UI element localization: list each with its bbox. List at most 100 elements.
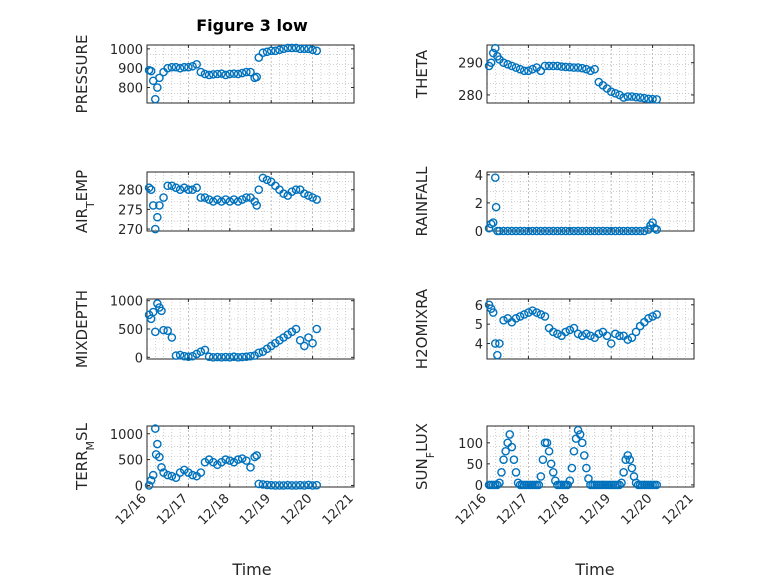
data-point [621, 455, 630, 464]
x-tick-label: 12/17 [154, 491, 191, 528]
data-point [225, 69, 235, 79]
y-tick-label: 500 [118, 323, 143, 338]
data-point [217, 197, 226, 206]
data-point [606, 226, 616, 236]
y-tick-label: 500 [118, 454, 143, 469]
data-point [217, 353, 226, 362]
y-tick-label: 1000 [110, 43, 143, 58]
data-point [233, 353, 243, 362]
data-point [171, 351, 181, 360]
subplot-6: 4 5 6 H2OMIXRA [413, 288, 695, 369]
data-point [540, 312, 550, 321]
data-point [652, 310, 662, 319]
x-tick-label: 12/18 [196, 491, 233, 528]
data-point [495, 226, 504, 236]
data-point [577, 438, 587, 448]
data-point [575, 430, 585, 439]
data-point [577, 331, 587, 341]
data-point [534, 480, 544, 490]
data-point [493, 480, 502, 490]
data-point [304, 191, 313, 200]
x-tick-label: 12/20 [278, 491, 315, 528]
data-point [291, 481, 301, 490]
data-point [627, 463, 637, 473]
data-point [171, 62, 181, 72]
data-point [565, 325, 575, 335]
data-point [627, 226, 637, 236]
data-point [586, 226, 595, 236]
y-tick-label: 5 [475, 318, 483, 333]
data-point [648, 94, 657, 104]
data-point [561, 62, 570, 72]
data-point [563, 480, 573, 490]
data-point [300, 189, 309, 198]
subplot-3: 270 275 280 AIRTEMP [73, 170, 355, 238]
data-point [631, 92, 641, 102]
data-point [163, 181, 172, 191]
data-point [258, 480, 268, 489]
data-point [553, 329, 562, 339]
data-point [233, 455, 243, 464]
data-point [295, 336, 305, 345]
data-point [503, 60, 513, 69]
data-point [148, 470, 158, 480]
data-point [528, 226, 537, 236]
y-tick-label: 275 [118, 203, 143, 218]
data-point [287, 481, 297, 490]
data-point [233, 69, 243, 79]
data-point [221, 352, 230, 362]
data-point [300, 481, 309, 490]
data-point [488, 308, 498, 317]
data-point [561, 327, 570, 337]
data-point [262, 47, 272, 57]
data-point [505, 430, 515, 439]
data-point [511, 314, 521, 323]
data-point [252, 201, 262, 210]
data-point [254, 348, 264, 358]
y-tick-label: 1000 [110, 295, 143, 310]
data-point [159, 193, 168, 202]
y-axis-label-part: SUN [413, 458, 431, 490]
data-point [150, 94, 160, 104]
data-point [499, 226, 508, 236]
y-axis-label-part: LUX [413, 423, 431, 452]
data-point [602, 331, 612, 341]
data-point [491, 202, 501, 212]
y-tick-label: 100 [458, 437, 483, 452]
subplot-5: 0 500 1000 MIXDEPTH [73, 290, 355, 368]
data-point [648, 312, 657, 321]
data-point [594, 329, 604, 339]
data-point [200, 193, 210, 202]
data-point [208, 70, 218, 79]
data-point [528, 64, 537, 74]
data-point [652, 95, 662, 104]
data-point [148, 307, 158, 317]
data-point [258, 173, 268, 183]
data-point [497, 467, 506, 477]
data-point [188, 185, 197, 194]
data-point [519, 310, 529, 319]
y-tick-label: 900 [118, 62, 143, 77]
data-point [246, 463, 255, 472]
data-point [640, 226, 649, 236]
data-point [499, 455, 508, 464]
data-point [266, 46, 276, 56]
data-point [484, 223, 494, 233]
data-point [291, 324, 301, 334]
data-point [146, 66, 156, 76]
data-point [544, 226, 554, 236]
data-point [275, 481, 284, 490]
data-point [213, 195, 222, 204]
data-point [553, 61, 562, 71]
data-point [548, 61, 558, 71]
data-point [250, 452, 259, 462]
data-point [544, 446, 554, 456]
subplot-1: 800 900 1000 PRESSURE [73, 35, 355, 113]
data-point [528, 306, 537, 315]
x-tick-label: 12/19 [237, 491, 274, 528]
data-point [312, 195, 322, 204]
data-point [519, 66, 529, 76]
data-point [167, 62, 177, 72]
data-point [573, 329, 583, 339]
